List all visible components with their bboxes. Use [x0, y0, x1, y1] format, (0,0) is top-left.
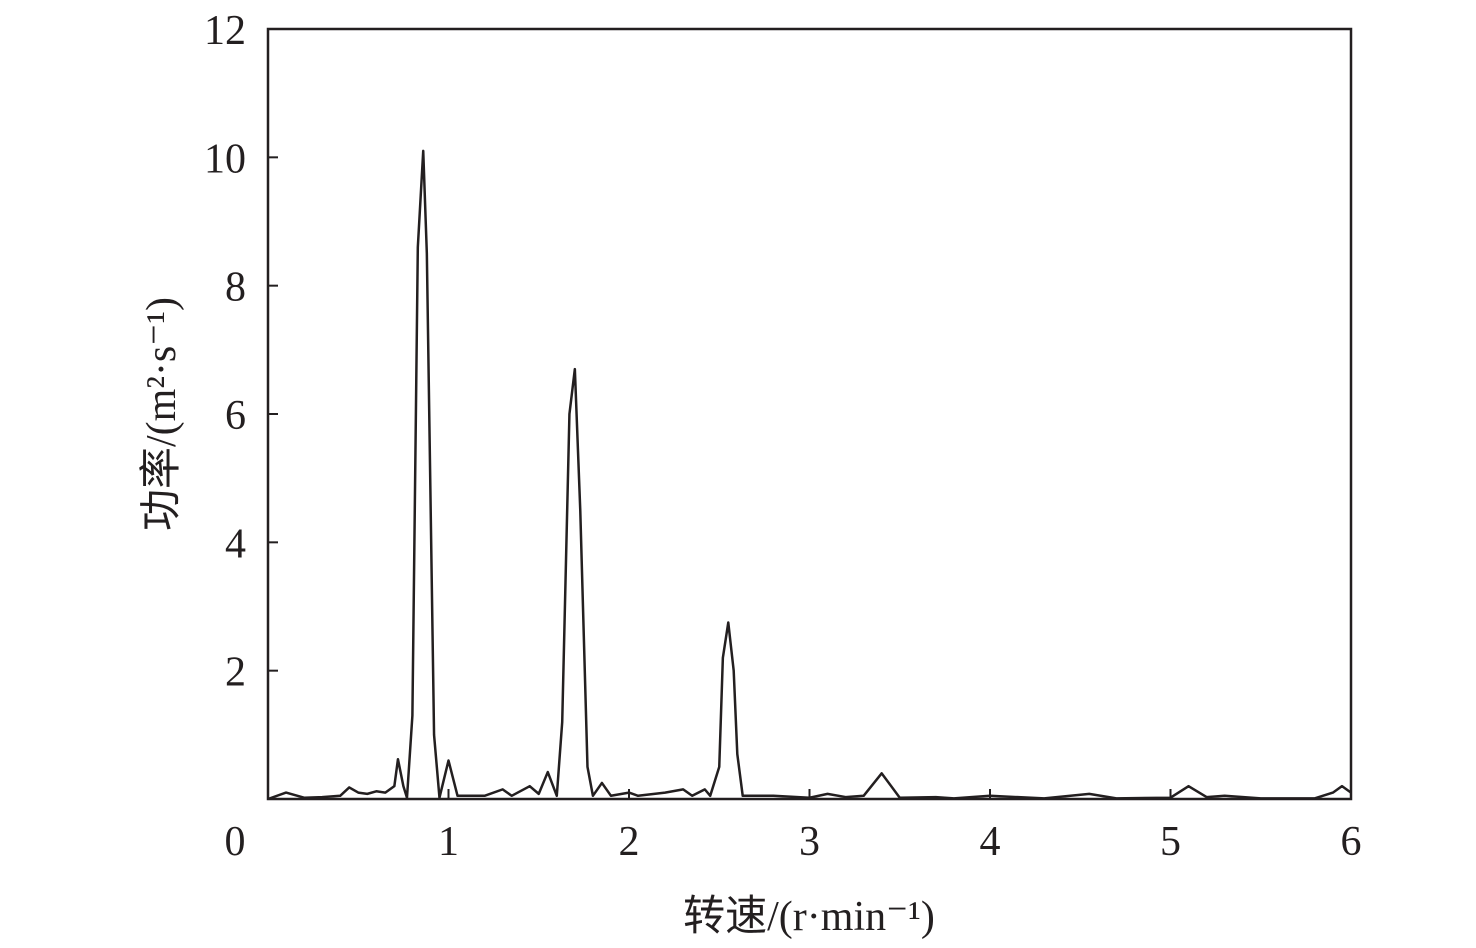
y-tick-label: 4: [225, 521, 246, 567]
x-axis-label: 转速/(r·min⁻¹): [683, 894, 935, 940]
x-tick-label: 3: [799, 819, 820, 865]
y-tick-label: 2: [225, 650, 246, 696]
x-tick-label: 2: [619, 819, 640, 865]
y-axis-label: 功率/(m²·s⁻¹): [138, 297, 185, 531]
x-tick-label: 0: [225, 819, 246, 865]
y-tick-label: 8: [225, 265, 246, 311]
x-tick-label: 4: [980, 819, 1001, 865]
x-tick-label: 5: [1160, 819, 1181, 865]
x-tick-label: 1: [438, 819, 459, 865]
x-tick-label: 6: [1341, 819, 1362, 865]
y-tick-label: 6: [225, 393, 246, 439]
y-tick-label: 10: [204, 136, 246, 182]
data-line: [267, 149, 1352, 801]
y-tick-label: 12: [204, 8, 246, 54]
